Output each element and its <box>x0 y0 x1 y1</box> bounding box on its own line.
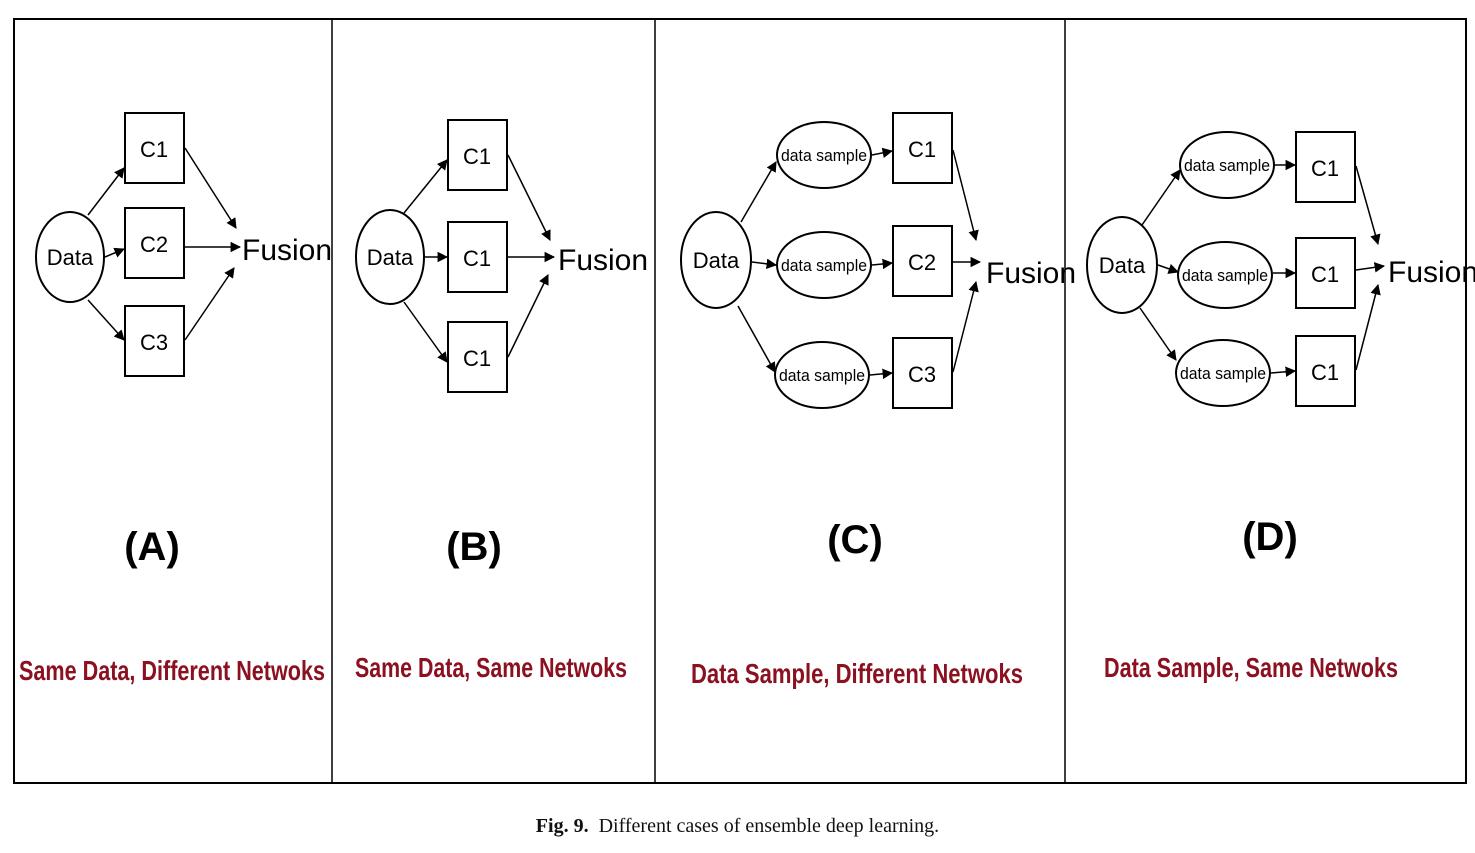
data-label: Data <box>693 248 740 273</box>
panel-b: Data C1 C1 C1 Fusion (B) Same Data, Same… <box>355 119 648 683</box>
panel-letter: (D) <box>1242 515 1298 559</box>
edge-arrow <box>507 274 549 358</box>
data-label: Data <box>367 245 414 270</box>
classifier-box <box>124 305 185 377</box>
panel-caption: Data Sample, Same Netwoks <box>1104 652 1398 683</box>
data-node <box>355 209 425 305</box>
data-label: Data <box>47 245 94 270</box>
edge-arrow <box>184 147 237 229</box>
classifier-box <box>892 225 953 297</box>
classifier-label: C1 <box>463 144 491 169</box>
data-sample-node <box>1175 339 1271 407</box>
classifier-box <box>124 112 185 184</box>
edge-arrow <box>87 167 125 216</box>
data-node <box>680 211 752 309</box>
classifier-box <box>124 207 185 279</box>
edge-arrow <box>87 299 125 341</box>
data-sample-label: data sample <box>779 366 865 385</box>
edge-arrow <box>403 301 448 363</box>
classifier-label: C3 <box>908 362 936 387</box>
edge-arrow <box>1157 263 1179 274</box>
classifier-box <box>1295 131 1356 203</box>
classifier-box <box>1295 237 1356 309</box>
edge-arrow <box>1355 283 1381 371</box>
data-sample-label: data sample <box>781 256 867 275</box>
fusion-label: Fusion <box>558 244 648 277</box>
classifier-label: C1 <box>140 137 168 162</box>
classifier-box <box>892 112 953 184</box>
data-node <box>35 211 105 303</box>
figure-caption-text: Different cases of ensemble deep learnin… <box>598 815 940 837</box>
panel-letter: (A) <box>124 525 180 569</box>
panel-c: Data data sample data sample data sample… <box>680 112 1076 689</box>
classifier-label: C1 <box>463 346 491 371</box>
panel-caption: Same Data, Different Netwoks <box>19 655 325 686</box>
classifier-box <box>447 321 508 393</box>
edge-arrow <box>952 280 979 373</box>
edge-arrow <box>1141 169 1181 226</box>
figure-caption: Fig. 9. Different cases of ensemble deep… <box>0 815 1475 838</box>
classifier-label: C1 <box>908 137 936 162</box>
data-sample-node <box>776 121 872 189</box>
classifier-box <box>447 119 508 191</box>
edge-arrow <box>737 305 776 373</box>
data-sample-label: data sample <box>781 146 867 165</box>
fusion-label: Fusion <box>1388 256 1475 289</box>
classifier-label: C2 <box>140 232 168 257</box>
edge-arrow <box>1139 307 1177 361</box>
classifier-label: C1 <box>1311 156 1339 181</box>
fusion-label: Fusion <box>242 234 332 267</box>
classifier-label: C2 <box>908 250 936 275</box>
edge-arrow <box>104 247 125 258</box>
edge-arrow <box>871 258 894 270</box>
fusion-label: Fusion <box>986 257 1076 290</box>
data-sample-label: data sample <box>1182 266 1268 285</box>
classifier-box <box>447 221 508 293</box>
figure-caption-label: Fig. 9. <box>535 815 589 837</box>
edge-arrow <box>740 161 777 223</box>
figure-frame <box>13 18 1467 784</box>
edge-arrow <box>869 368 894 380</box>
panel-a: Data C1 C2 C3 Fusion (A) Same Data, Diff… <box>19 112 332 686</box>
panel-caption: Data Sample, Different Netwoks <box>691 658 1023 689</box>
edge-arrow <box>1355 165 1381 246</box>
edge-arrow <box>403 159 448 214</box>
classifier-label: C1 <box>1311 360 1339 385</box>
classifier-box <box>1295 335 1356 407</box>
data-sample-label: data sample <box>1184 156 1270 175</box>
data-sample-node <box>774 341 870 409</box>
classifier-label: C1 <box>1311 262 1339 287</box>
edge-arrow <box>1355 262 1386 273</box>
edge-arrow <box>507 154 551 241</box>
panel-letter: (B) <box>446 525 502 569</box>
edge-arrow <box>184 267 235 341</box>
edge-arrow <box>1270 366 1297 378</box>
panel-caption: Same Data, Same Netwoks <box>355 652 627 683</box>
panel-letter: (C) <box>827 518 883 562</box>
data-sample-node <box>1177 241 1273 309</box>
data-sample-node <box>1179 131 1275 199</box>
panel-d: Data data sample data sample data sample… <box>1086 131 1475 683</box>
data-label: Data <box>1099 253 1146 278</box>
edge-arrow <box>751 258 778 270</box>
classifier-label: C3 <box>140 330 168 355</box>
edge-arrow <box>952 149 979 242</box>
data-sample-label: data sample <box>1180 364 1266 383</box>
classifier-label: C1 <box>463 246 491 271</box>
data-node <box>1086 216 1158 314</box>
edge-arrow <box>871 147 894 159</box>
